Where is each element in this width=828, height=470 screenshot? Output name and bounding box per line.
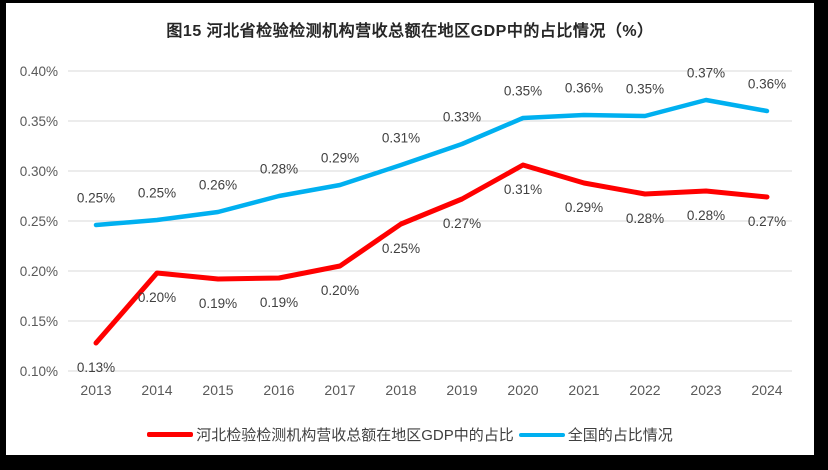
y-axis-tick-label: 0.15% (20, 314, 58, 329)
data-label: 0.27% (443, 216, 481, 231)
x-axis-tick-label: 2014 (141, 382, 172, 398)
data-label: 0.25% (77, 191, 115, 206)
data-label: 0.31% (382, 131, 420, 146)
y-axis-tick-label: 0.35% (20, 114, 58, 129)
legend-swatch-blue-line (518, 432, 565, 437)
data-label: 0.20% (321, 283, 359, 298)
data-label: 0.19% (199, 296, 237, 311)
data-label: 0.37% (687, 66, 725, 81)
y-axis-tick-label: 0.20% (20, 264, 58, 279)
x-axis-tick-label: 2020 (507, 382, 538, 398)
chart-legend: 河北检验检测机构营收总额在地区GDP中的占比 全国的占比情况 (6, 424, 814, 445)
x-axis-tick-label: 2019 (446, 382, 477, 398)
chart-title: 图15 河北省检验检测机构营收总额在地区GDP中的占比情况（%） (166, 23, 654, 40)
x-axis-tick-label: 2024 (751, 382, 782, 398)
data-label: 0.25% (138, 186, 176, 201)
legend-item-hebei[interactable]: 河北检验检测机构营收总额在地区GDP中的占比 (147, 424, 514, 445)
x-axis-tick-label: 2022 (629, 382, 660, 398)
x-axis-tick-label: 2018 (385, 382, 416, 398)
data-label: 0.20% (138, 290, 176, 305)
data-label: 0.13% (77, 360, 115, 375)
data-labels-series-0: 0.13% 0.20% 0.19% 0.19% 0.20% 0.25% 0.27% 0.31%… (77, 182, 786, 375)
x-axis-tick-label: 2015 (202, 382, 233, 398)
gridlines: 0.40% 0.35% 0.30% 0.25% 0.20% 0.15% 0.10% (20, 64, 792, 379)
y-axis-tick-label: 0.10% (20, 364, 58, 379)
legend-item-national[interactable]: 全国的占比情况 (518, 424, 673, 445)
data-label: 0.31% (504, 182, 542, 197)
legend-label-hebei: 河北检验检测机构营收总额在地区GDP中的占比 (196, 427, 514, 444)
data-label: 0.28% (687, 208, 725, 223)
x-axis-tick-label: 2017 (324, 382, 355, 398)
data-label: 0.29% (321, 151, 359, 166)
y-axis-tick-label: 0.25% (20, 214, 58, 229)
series-line-0[interactable] (93, 162, 770, 346)
data-label: 0.33% (443, 110, 481, 125)
x-axis-tick-label: 2021 (568, 382, 599, 398)
x-axis-tick-label: 2023 (690, 382, 721, 398)
legend-label-national: 全国的占比情况 (567, 427, 673, 444)
y-axis-tick-label: 0.30% (20, 164, 58, 179)
data-label: 0.19% (260, 295, 298, 310)
data-label: 0.35% (626, 82, 664, 97)
data-label: 0.27% (748, 214, 786, 229)
data-label: 0.35% (504, 84, 542, 99)
data-label: 0.36% (748, 77, 786, 92)
data-label: 0.25% (382, 241, 420, 256)
y-axis-tick-label: 0.40% (20, 64, 58, 79)
chart-plot-area: 0.40%0.35%0.30%0.25%0.20%0.15%0.10%2013 2… (20, 64, 792, 398)
data-label: 0.28% (626, 211, 664, 226)
chart-canvas: 图15 河北省检验检测机构营收总额在地区GDP中的占比情况（%） 0.40% 0.… (6, 3, 814, 455)
legend-swatch-red-line (147, 432, 194, 437)
data-labels-series-1: 0.25% 0.25% 0.26% 0.28% 0.29% 0.31% 0.33% 0.35%… (77, 66, 786, 206)
data-label: 0.29% (565, 200, 603, 215)
x-axis-tick-label: 2016 (263, 382, 294, 398)
series-line-1[interactable] (93, 97, 770, 228)
data-label: 0.36% (565, 81, 603, 96)
data-label: 0.26% (199, 178, 237, 193)
x-axis-labels: 2013 2014 2015 2016 2017 2018 2019 2020 2021 2022… (80, 382, 782, 398)
data-label: 0.28% (260, 162, 298, 177)
x-axis-tick-label: 2013 (80, 382, 111, 398)
